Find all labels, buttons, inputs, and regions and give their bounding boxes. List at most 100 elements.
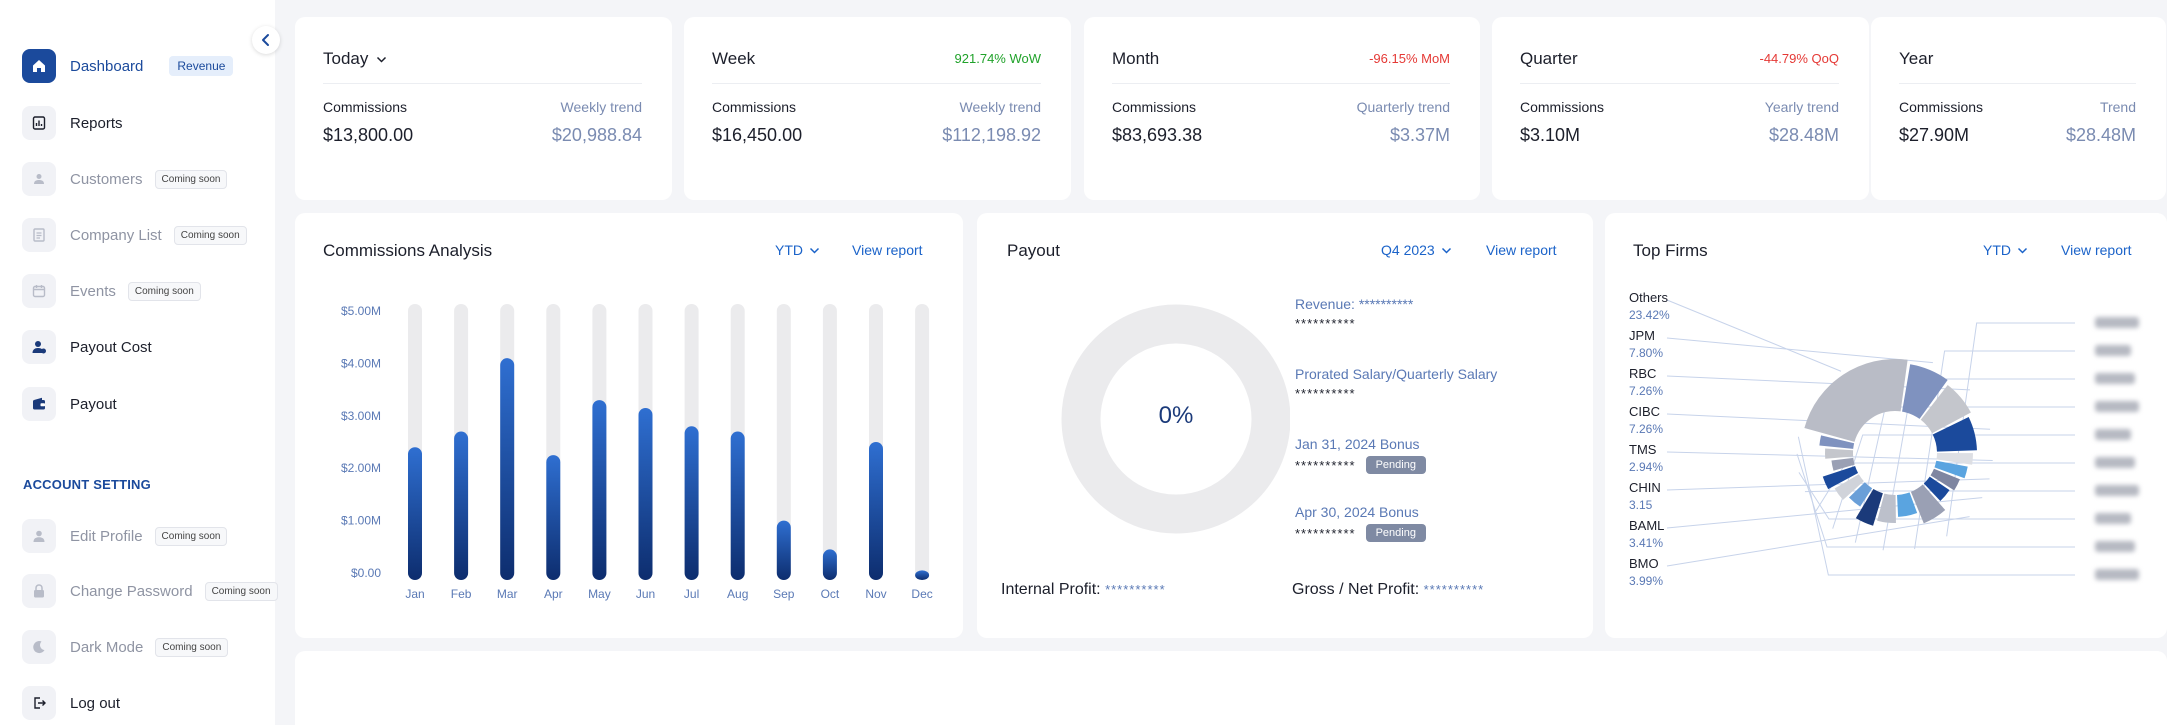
firm-slice[interactable] [1822,466,1859,490]
firm-name: Others [1629,290,1669,305]
firm-slice[interactable] [1902,364,1948,419]
sidebar-item-label: Payout Cost [70,338,152,356]
gross-profit-label: Gross / Net Profit: [1292,581,1420,598]
firm-percent: 3.15 [1629,498,1653,512]
firm-slice[interactable] [1819,435,1855,449]
sidebar-item-company-list[interactable]: Company List Coming soon [22,217,272,253]
gross-net-profit: Gross / Net Profit: ********** [1292,581,1484,599]
sidebar-item-payout[interactable]: Payout [22,386,272,422]
firm-slice[interactable] [1897,492,1918,517]
x-tick-label: Mar [497,587,518,601]
divider [712,83,1041,84]
stat-subtitle: Commissions [323,99,408,115]
coming-soon-badge: Coming soon [154,526,228,546]
firm-slice[interactable] [1934,460,1968,479]
stat-title-dropdown[interactable]: Today [323,49,387,69]
firm-slice[interactable] [1825,448,1854,459]
report-icon [22,106,56,140]
sidebar-item-label: Log out [70,694,121,712]
home-icon [22,49,56,83]
sidebar-item-label: Dashboard [70,57,144,75]
firm-slice[interactable] [1834,474,1864,500]
internal-profit-label: Internal Profit: [1001,581,1101,598]
bar-jan[interactable] [408,447,422,580]
payout-item-salary: Prorated Salary/Quarterly Salary *******… [1295,366,1497,401]
firm-slice[interactable] [1923,476,1950,501]
bar-track [776,304,791,580]
profile-icon [22,519,56,553]
bar-aug[interactable] [730,431,745,580]
bar-mar[interactable] [500,358,515,580]
bar-apr[interactable] [546,455,561,580]
collapse-sidebar-button[interactable] [252,26,280,54]
view-report-link[interactable]: View report [852,242,923,258]
sidebar-item-events[interactable]: Events Coming soon [22,273,272,309]
view-report-link[interactable]: View report [1486,242,1557,258]
y-tick-label: $4.00M [341,356,381,370]
sidebar-item-log-out[interactable]: Log out [22,685,272,721]
firm-slice[interactable] [1932,416,1977,452]
sidebar-item-edit-profile[interactable]: Edit Profile Coming soon [22,518,272,554]
sidebar-item-reports[interactable]: Reports [22,105,272,141]
firm-slice[interactable] [1831,457,1855,471]
ytd-filter-dropdown[interactable]: YTD [775,242,820,258]
firm-slice[interactable] [1910,484,1946,524]
stat-change: -96.15% MoM [1369,51,1450,66]
firm-slice[interactable] [1849,482,1873,507]
chevron-down-icon [377,56,387,63]
stat-title: Quarter [1520,49,1578,68]
leader-line [1796,453,2075,548]
gross-profit-value: ********** [1423,582,1485,597]
bar-may[interactable] [592,400,607,580]
stat-subtitle: Commissions [1520,99,1605,115]
bar-dec[interactable] [915,570,930,580]
blurred-label [2095,401,2139,412]
stat-card-week: Week 921.74% WoW Commissions $16,450.00 … [684,17,1071,200]
sidebar-item-payout-cost[interactable]: Payout Cost [22,329,272,365]
firm-slice[interactable] [1930,468,1960,491]
bar-jun[interactable] [638,407,653,580]
sidebar-item-customers[interactable]: Customers Coming soon [22,161,272,197]
firm-slice[interactable] [1877,493,1896,523]
payout-item-label: Revenue: ********** [1295,296,1414,312]
firm-name: BMO [1629,556,1659,571]
payout-donut [1061,304,1290,534]
y-tick-label: $5.00M [341,304,381,318]
sidebar-item-dark-mode[interactable]: Dark Mode Coming soon [22,629,272,665]
x-tick-label: Aug [727,587,748,601]
blurred-label [2095,569,2139,580]
stat-value: $13,800.00 [323,125,414,145]
chevron-down-icon [2017,247,2028,254]
bottom-panel [295,651,2167,725]
firm-name: TMS [1629,442,1657,457]
bar-jul[interactable] [684,426,699,580]
view-report-link[interactable]: View report [2061,242,2132,258]
blurred-label [2095,485,2139,496]
stat-change: -44.79% QoQ [1759,51,1840,66]
blurred-label [2095,513,2131,524]
bar-oct[interactable] [822,549,837,580]
payout-item-value: ********** Pending [1295,524,1426,542]
top-firms-chart: Others 23.42% JPM 7.80% RBC 7.26% CIBC 7.26% TMS… [1629,290,2139,588]
firm-slice[interactable] [1804,359,1908,442]
ytd-filter-dropdown[interactable]: YTD [1983,242,2028,258]
divider [323,83,642,84]
bar-sep[interactable] [776,520,791,580]
firm-slice[interactable] [1920,385,1971,434]
bar-nov[interactable] [869,442,883,580]
sidebar-item-dashboard[interactable]: Dashboard Revenue [22,48,272,84]
payout-item-apr-bonus: Apr 30, 2024 Bonus ********** Pending [1295,504,1426,542]
donut-track [1061,304,1290,534]
quarter-filter-dropdown[interactable]: Q4 2023 [1381,242,1452,258]
firm-slice[interactable] [1855,489,1883,526]
firm-slice[interactable] [1936,453,1973,465]
bar-track [822,304,837,580]
masked-value: ********** [1295,457,1356,473]
coming-soon-badge: Coming soon [155,637,229,657]
sidebar-item-change-password[interactable]: Change Password Coming soon [22,573,278,609]
bar-feb[interactable] [454,431,469,580]
sidebar-item-label: Change Password [70,582,193,600]
status-badge: Pending [1365,524,1426,542]
filter-label: YTD [1983,242,2011,258]
sidebar-item-label: Customers [70,170,143,188]
